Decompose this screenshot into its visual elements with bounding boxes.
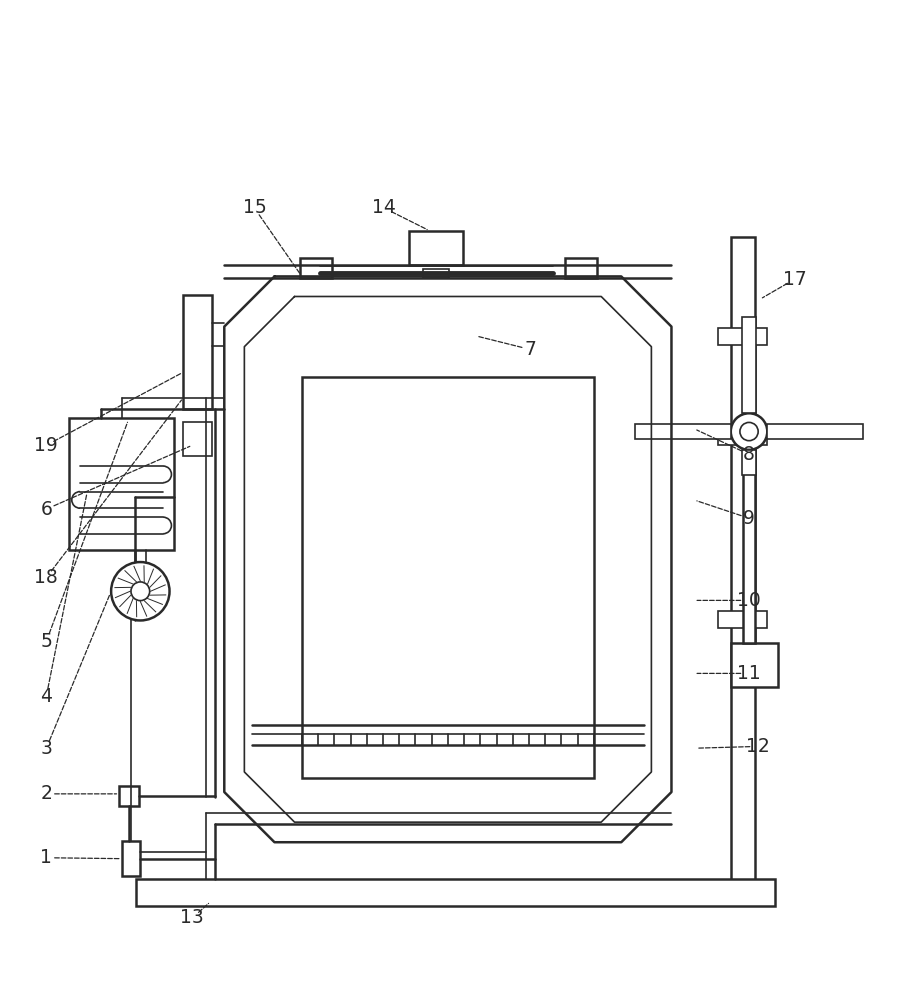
Text: 10: 10	[738, 591, 761, 610]
Bar	[69, 418, 174, 550]
Bar	[731, 237, 755, 894]
Text: 17: 17	[782, 270, 806, 289]
Bar	[635, 424, 731, 439]
Text: 15: 15	[242, 198, 266, 217]
Bar	[423, 269, 449, 278]
Bar	[718, 611, 767, 628]
Text: 5: 5	[40, 632, 52, 651]
Circle shape	[112, 562, 169, 620]
Bar	[718, 429, 767, 445]
Circle shape	[131, 582, 150, 601]
Text: 1: 1	[40, 848, 52, 867]
Bar	[302, 377, 594, 778]
Bar	[742, 450, 757, 475]
Text: 13: 13	[180, 908, 204, 927]
Bar	[565, 258, 597, 278]
Text: 12: 12	[747, 737, 770, 756]
Bar	[718, 328, 767, 345]
Bar	[731, 643, 778, 687]
Bar	[742, 317, 757, 413]
Bar	[136, 879, 774, 906]
Text: 3: 3	[40, 739, 52, 758]
Text: 2: 2	[40, 784, 52, 803]
Text: 6: 6	[40, 500, 52, 519]
Text: 8: 8	[743, 445, 755, 464]
Bar	[120, 786, 140, 806]
Text: 7: 7	[524, 340, 536, 359]
Circle shape	[731, 413, 767, 450]
Text: 9: 9	[743, 509, 755, 528]
Text: 4: 4	[40, 687, 52, 706]
Circle shape	[740, 422, 758, 441]
Bar	[300, 258, 332, 278]
Text: 14: 14	[372, 198, 396, 217]
Text: 18: 18	[35, 568, 58, 587]
Text: 19: 19	[35, 436, 58, 455]
Bar	[122, 841, 141, 876]
Bar	[767, 424, 863, 439]
Text: 11: 11	[738, 664, 761, 683]
Bar	[183, 295, 212, 409]
Bar	[743, 443, 756, 643]
Bar	[183, 422, 212, 456]
Bar	[409, 231, 463, 265]
